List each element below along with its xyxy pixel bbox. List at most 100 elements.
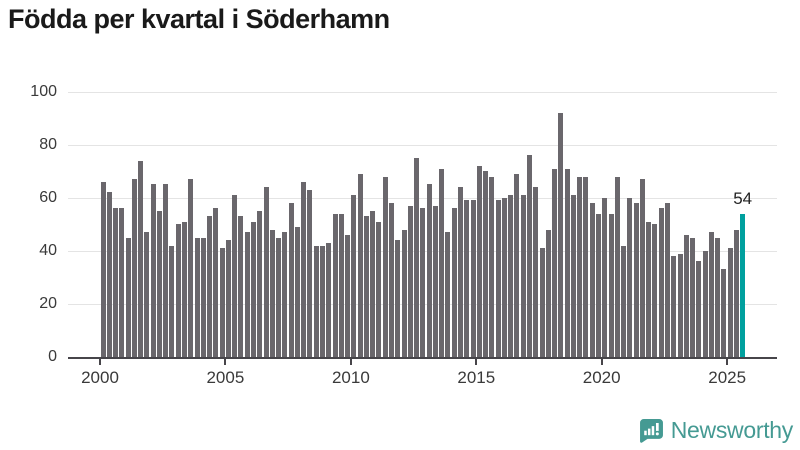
bar bbox=[595, 213, 601, 357]
bar bbox=[376, 221, 382, 357]
bar bbox=[163, 184, 169, 357]
bar bbox=[476, 165, 482, 357]
y-tick-label: 60 bbox=[39, 188, 57, 206]
bar bbox=[113, 208, 119, 357]
y-tick-label: 80 bbox=[39, 135, 57, 153]
bar bbox=[251, 221, 257, 357]
bar bbox=[313, 245, 319, 357]
bar bbox=[727, 248, 733, 357]
bar bbox=[621, 245, 627, 357]
newsworthy-icon bbox=[639, 419, 663, 443]
chart-title: Födda per kvartal i Söderhamn bbox=[8, 4, 390, 34]
bar bbox=[138, 160, 144, 357]
bar bbox=[131, 179, 137, 357]
y-tick-label: 0 bbox=[48, 348, 57, 365]
bar bbox=[570, 195, 576, 357]
bar bbox=[639, 179, 645, 357]
bar bbox=[200, 237, 206, 357]
bar bbox=[207, 216, 213, 357]
gridline bbox=[68, 144, 777, 146]
bar bbox=[326, 242, 332, 357]
x-axis-line bbox=[68, 357, 777, 359]
bar bbox=[282, 232, 288, 357]
bar bbox=[457, 187, 463, 357]
bar bbox=[533, 187, 539, 357]
bar bbox=[514, 173, 520, 357]
bar bbox=[683, 234, 689, 357]
bar bbox=[225, 240, 231, 357]
bar bbox=[733, 229, 739, 357]
tick-mark bbox=[475, 359, 478, 365]
x-tick-label: 2015 bbox=[457, 368, 496, 387]
bar bbox=[564, 168, 570, 357]
bar bbox=[558, 112, 564, 357]
bar bbox=[539, 248, 545, 357]
bar bbox=[244, 232, 250, 357]
bar bbox=[451, 208, 457, 357]
bar bbox=[715, 237, 721, 357]
x-tick-label: 2010 bbox=[331, 368, 370, 387]
bar bbox=[464, 200, 470, 357]
bar bbox=[677, 253, 683, 357]
bar bbox=[545, 229, 551, 357]
bar bbox=[150, 184, 156, 357]
x-tick-label: 2000 bbox=[81, 368, 119, 387]
bar bbox=[238, 216, 244, 357]
bar bbox=[633, 203, 639, 357]
bar bbox=[294, 226, 300, 357]
bar bbox=[106, 192, 112, 357]
tick-mark bbox=[99, 359, 101, 365]
y-tick-label: 20 bbox=[39, 294, 57, 312]
value-annotation: 54 bbox=[733, 188, 753, 208]
bar bbox=[338, 213, 344, 357]
bar bbox=[426, 184, 432, 357]
bar bbox=[182, 221, 188, 357]
bar bbox=[432, 205, 438, 357]
bar bbox=[552, 168, 558, 357]
bar bbox=[144, 232, 150, 357]
bar bbox=[627, 197, 633, 357]
bar bbox=[414, 157, 420, 357]
x-tick-label: 2025 bbox=[708, 368, 747, 387]
bar bbox=[257, 211, 263, 357]
bar bbox=[269, 229, 275, 357]
bar bbox=[589, 203, 595, 357]
bar bbox=[401, 229, 407, 357]
bar bbox=[188, 179, 194, 357]
bar bbox=[690, 237, 696, 357]
bar bbox=[652, 224, 658, 358]
bar bbox=[382, 176, 388, 357]
bar bbox=[508, 195, 514, 357]
bar bbox=[213, 208, 219, 357]
bar bbox=[345, 234, 351, 357]
bar bbox=[389, 203, 394, 357]
tick-mark bbox=[600, 359, 603, 365]
bar bbox=[526, 155, 532, 357]
x-tick-label: 2005 bbox=[206, 368, 245, 387]
bar bbox=[420, 208, 426, 357]
x-tick-label: 2020 bbox=[582, 368, 621, 387]
bar bbox=[232, 195, 238, 357]
brand-logo: Newsworthy bbox=[639, 417, 793, 444]
highlight-bar bbox=[740, 213, 746, 357]
bar bbox=[483, 171, 489, 357]
bar bbox=[370, 211, 376, 357]
bar bbox=[470, 200, 476, 357]
bar bbox=[219, 248, 225, 357]
bar bbox=[307, 189, 313, 357]
bar bbox=[646, 221, 652, 357]
bar bbox=[708, 232, 714, 357]
bar bbox=[577, 176, 583, 357]
bar bbox=[100, 181, 106, 357]
tick-mark bbox=[349, 359, 352, 365]
bar bbox=[320, 245, 325, 357]
bar bbox=[351, 195, 357, 357]
bar bbox=[602, 197, 608, 357]
gridline bbox=[68, 91, 777, 93]
y-tick-label: 40 bbox=[39, 241, 57, 259]
bar bbox=[702, 250, 708, 357]
bar bbox=[156, 211, 162, 357]
bar bbox=[608, 213, 614, 357]
bar bbox=[696, 261, 702, 357]
